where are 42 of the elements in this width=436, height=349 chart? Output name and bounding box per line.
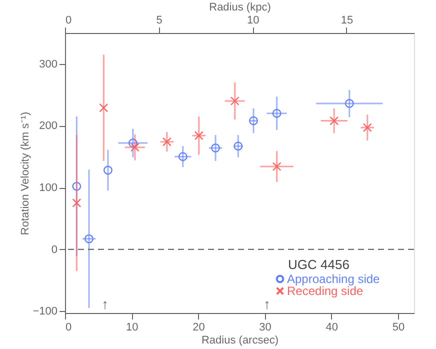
point [234,142,243,151]
point [84,234,94,244]
annotation: ↑ [264,296,270,312]
y-tick-label: 200 [39,120,58,132]
x2-tick-label: 0 [66,14,72,26]
x2-axis-title: Radius (kpc) [209,2,271,14]
x-tick-label: 0 [66,322,72,334]
point [162,137,172,146]
x2-tick-label: 15 [340,14,354,26]
point [194,131,204,140]
point [272,162,282,171]
point [128,138,138,148]
point [72,182,82,191]
legend-label: Receding side [287,284,364,298]
x-tick-label: 30 [259,322,272,334]
legend-label: Approaching side [287,272,380,286]
y-tick-label: 300 [39,58,58,70]
point [99,103,108,112]
x2-tick-label: 10 [247,14,260,26]
point [272,108,282,118]
point [249,116,258,126]
x2-tick-label: 5 [156,14,162,26]
x-tick-label: 50 [392,322,405,334]
y-tick-label: −100 [32,306,58,318]
y-tick-label: 100 [39,182,58,194]
point [178,152,188,162]
point [103,166,112,175]
point [211,144,220,152]
y-axis-title: Rotation Velocity (km s⁻¹) [20,112,32,236]
annotation: ↑ [102,296,108,312]
x-tick-label: 10 [126,322,138,334]
x-tick-label: 20 [192,322,205,334]
point [230,96,240,106]
point [130,142,140,152]
y-tick-label: 0 [51,244,58,256]
point [72,198,82,208]
point [330,116,339,126]
x-axis-title: Radius (arcsec) [201,334,279,346]
point [344,99,354,108]
point [362,123,372,132]
legend-title: UGC 4456 [288,257,350,272]
x-tick-label: 40 [326,322,338,334]
